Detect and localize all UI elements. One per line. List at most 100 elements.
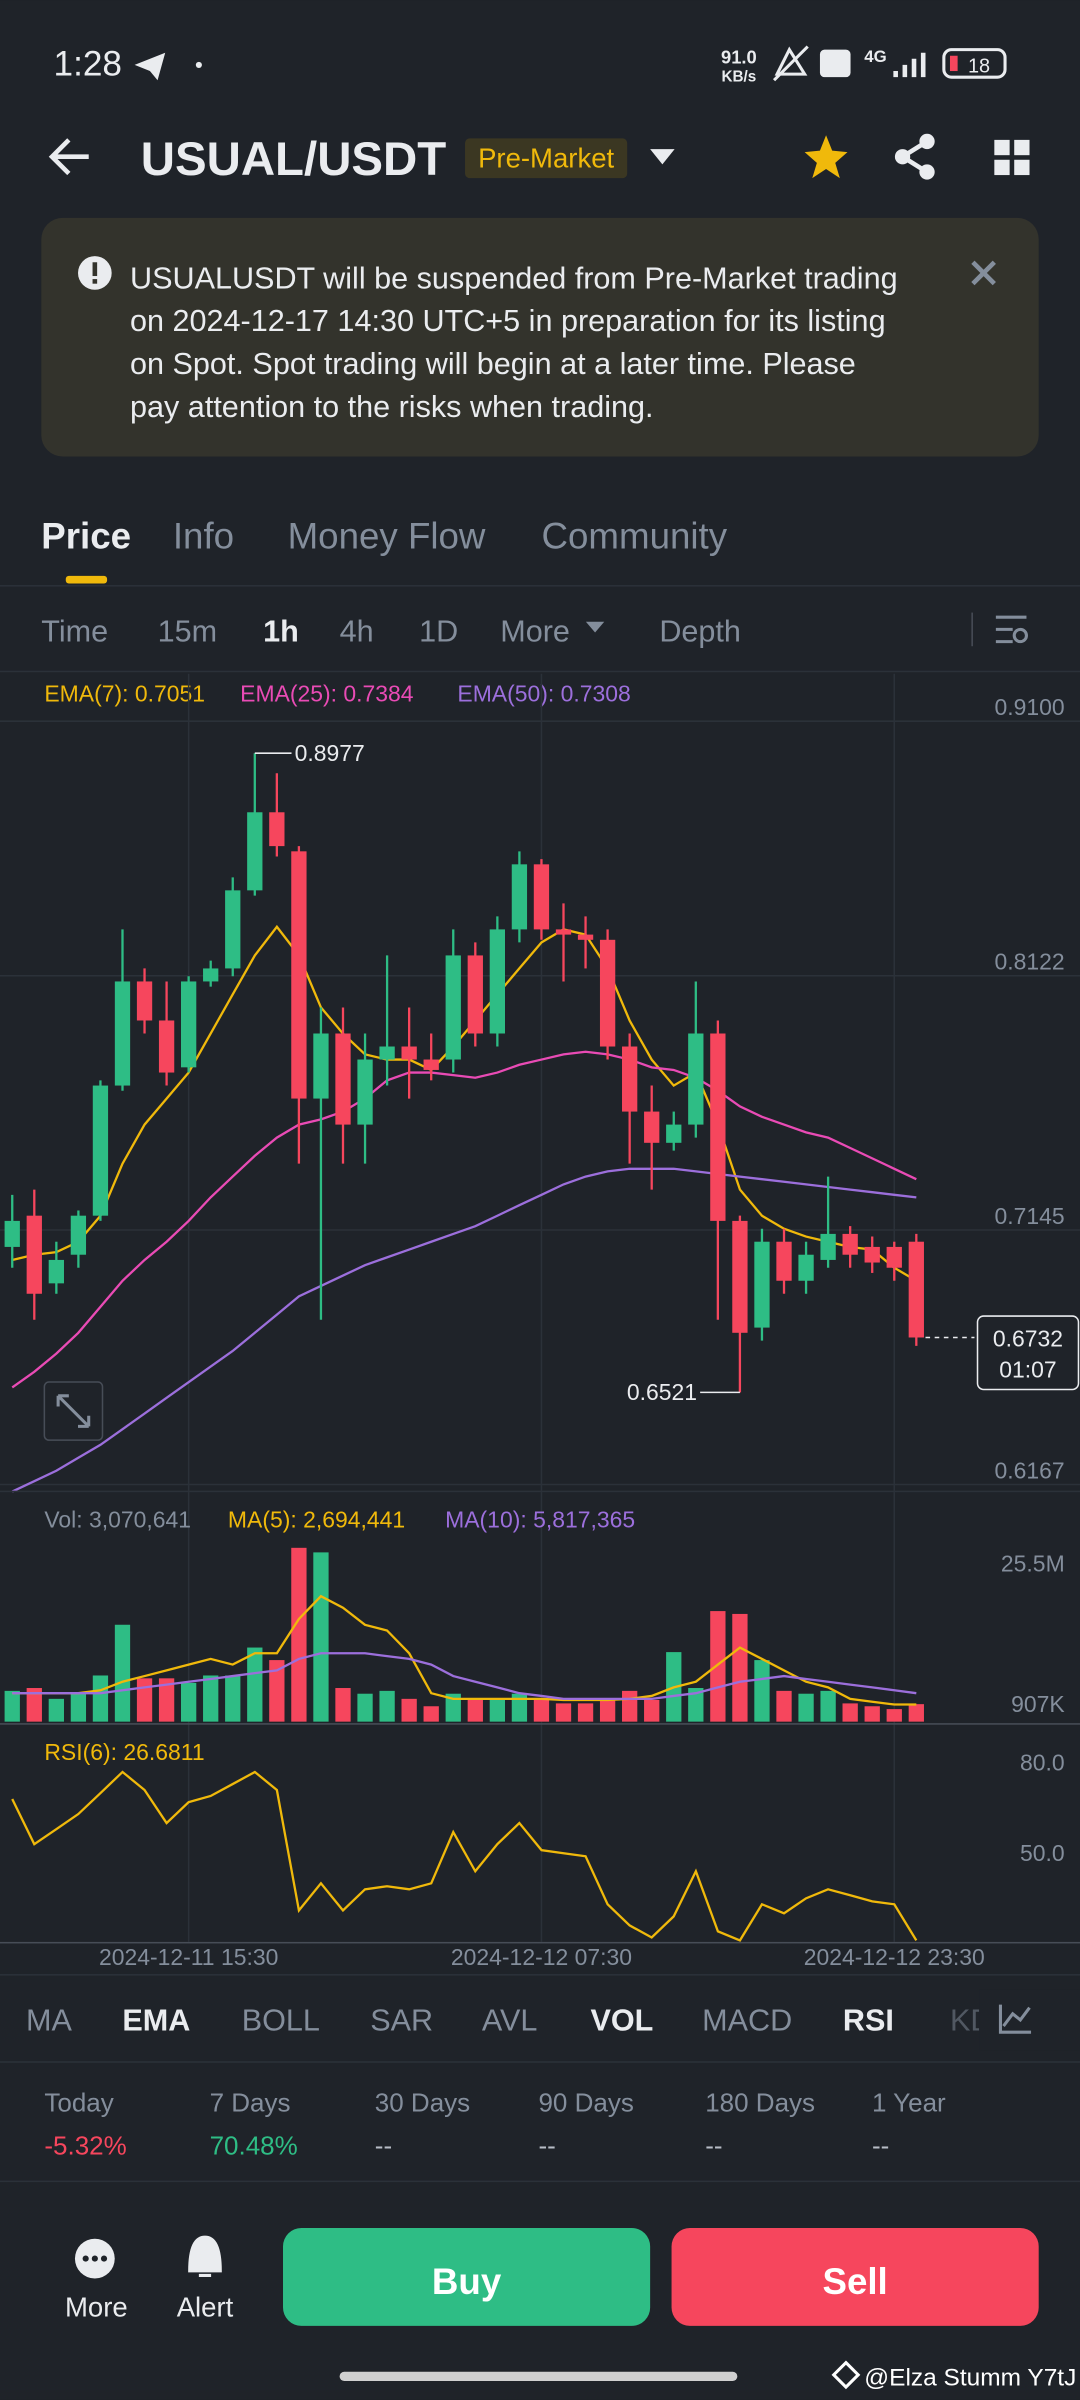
interval[interactable]: 15m [158, 615, 217, 649]
indicator[interactable]: MACD [702, 2004, 792, 2038]
candle-body [26, 1215, 42, 1294]
alert-icon[interactable] [188, 2235, 222, 2277]
candle-body [666, 1124, 682, 1143]
candle-body [158, 1020, 175, 1073]
net-unit: KB/s [721, 69, 756, 86]
volume-bar [357, 1693, 373, 1722]
indicator[interactable]: RSI [843, 2004, 894, 2038]
interval[interactable]: Time [41, 615, 108, 649]
x-tick-label: 2024-12-12 23:30 [804, 1944, 985, 1970]
indicator[interactable]: EMA [122, 2004, 190, 2038]
share[interactable] [894, 133, 935, 180]
indicator[interactable]: BOLL [242, 2004, 320, 2038]
tab[interactable]: Money Flow [288, 515, 486, 556]
sell-button[interactable] [671, 2227, 1039, 2326]
notice-close[interactable] [971, 260, 996, 286]
divider [0, 1974, 1080, 1976]
chart-settings[interactable] [995, 615, 1028, 644]
candle-body [489, 929, 506, 1034]
volume-bar [842, 1703, 858, 1722]
grid-menu[interactable] [994, 139, 1030, 176]
favorite[interactable] [804, 135, 848, 179]
tab[interactable]: Price [41, 515, 131, 556]
more-label[interactable]: More [65, 2292, 128, 2323]
network: 4G [864, 47, 886, 66]
pair-title: USUAL/USDT [141, 133, 447, 186]
indicator-line [11, 1770, 918, 1942]
stat-label: 1 Year [872, 2088, 946, 2118]
candle-body [92, 1085, 109, 1216]
volume-bar [203, 1675, 219, 1722]
candle-body [754, 1241, 770, 1328]
volume-bar [732, 1613, 748, 1722]
indicator-line [11, 924, 917, 1282]
interval[interactable]: Depth [659, 615, 741, 649]
candle-body [247, 812, 263, 891]
notice-line: on 2024-12-17 14:30 UTC+5 in preparation… [130, 304, 886, 338]
stat-label: 7 Days [210, 2088, 291, 2118]
volume-bar [48, 1698, 64, 1722]
volume-bar [533, 1698, 550, 1722]
candle-body [511, 864, 528, 930]
expand-button[interactable] [43, 1381, 104, 1441]
volume-bar [886, 1709, 902, 1722]
notice-line: USUALUSDT will be suspended from Pre-Mar… [130, 261, 898, 295]
volume-bar [70, 1693, 87, 1722]
candle-body [291, 851, 307, 1099]
alert-label[interactable]: Alert [177, 2292, 234, 2323]
volume-bar [820, 1690, 836, 1722]
tab-indicator [65, 575, 108, 584]
indicator[interactable]: SAR [370, 2004, 433, 2038]
interval[interactable]: 1h [263, 615, 299, 649]
candle-body [379, 1046, 395, 1060]
notice-icon-dot [92, 279, 98, 284]
stat-label: Today [44, 2088, 113, 2118]
candle-body [114, 981, 131, 1086]
volume-legend: Vol: 3,070,641 [44, 1506, 191, 1532]
indicator-line [12, 1594, 917, 1706]
expand-icon [56, 1394, 91, 1428]
stat-value: -- [538, 2131, 555, 2161]
interval[interactable]: More [500, 615, 570, 649]
countdown: 01:07 [999, 1356, 1056, 1382]
clock: 1:28 [54, 45, 122, 84]
back-button[interactable] [48, 138, 89, 176]
indicator-settings[interactable] [998, 2004, 1032, 2034]
candle-body [269, 812, 285, 847]
buy-label[interactable]: Buy [432, 2261, 502, 2302]
divider [0, 585, 1080, 587]
volume-bar [776, 1690, 792, 1722]
indicator[interactable]: AVL [482, 2004, 538, 2038]
tab[interactable]: Community [542, 515, 728, 556]
candle-body [886, 1246, 902, 1268]
candle-body [225, 890, 241, 969]
notice-box [41, 217, 1039, 457]
tab[interactable]: Info [173, 515, 234, 556]
interval[interactable]: 1D [419, 615, 458, 649]
legend: MA(10): 5,817,365 [445, 1506, 635, 1532]
volume-bar [180, 1682, 197, 1722]
indicator-line [11, 1050, 917, 1389]
candle-body [357, 1059, 373, 1125]
legend: EMA(7): 0.7051 [44, 680, 205, 706]
candle-body [577, 934, 594, 940]
volume-bar [555, 1703, 572, 1722]
candle-body [533, 864, 550, 930]
signal-icon [893, 52, 926, 78]
stat-value: -- [872, 2131, 889, 2161]
volume-bar [467, 1698, 483, 1722]
indicator[interactable]: MA [26, 2004, 72, 2038]
buy-button[interactable] [283, 2227, 651, 2326]
volume-bar [313, 1552, 329, 1722]
candle-body [842, 1233, 858, 1255]
interval[interactable]: 4h [340, 615, 374, 649]
y-tick-label: 80.0 [1020, 1750, 1065, 1776]
indicator-fade [979, 1989, 1080, 2051]
volume-bar [864, 1706, 880, 1722]
pair-dropdown[interactable] [650, 149, 675, 165]
sell-label[interactable]: Sell [822, 2261, 887, 2302]
volume-bar [92, 1675, 109, 1722]
indicator[interactable]: VOL [590, 2004, 653, 2038]
y-tick-label: 25.5M [1001, 1551, 1065, 1577]
candle-body [820, 1233, 836, 1260]
